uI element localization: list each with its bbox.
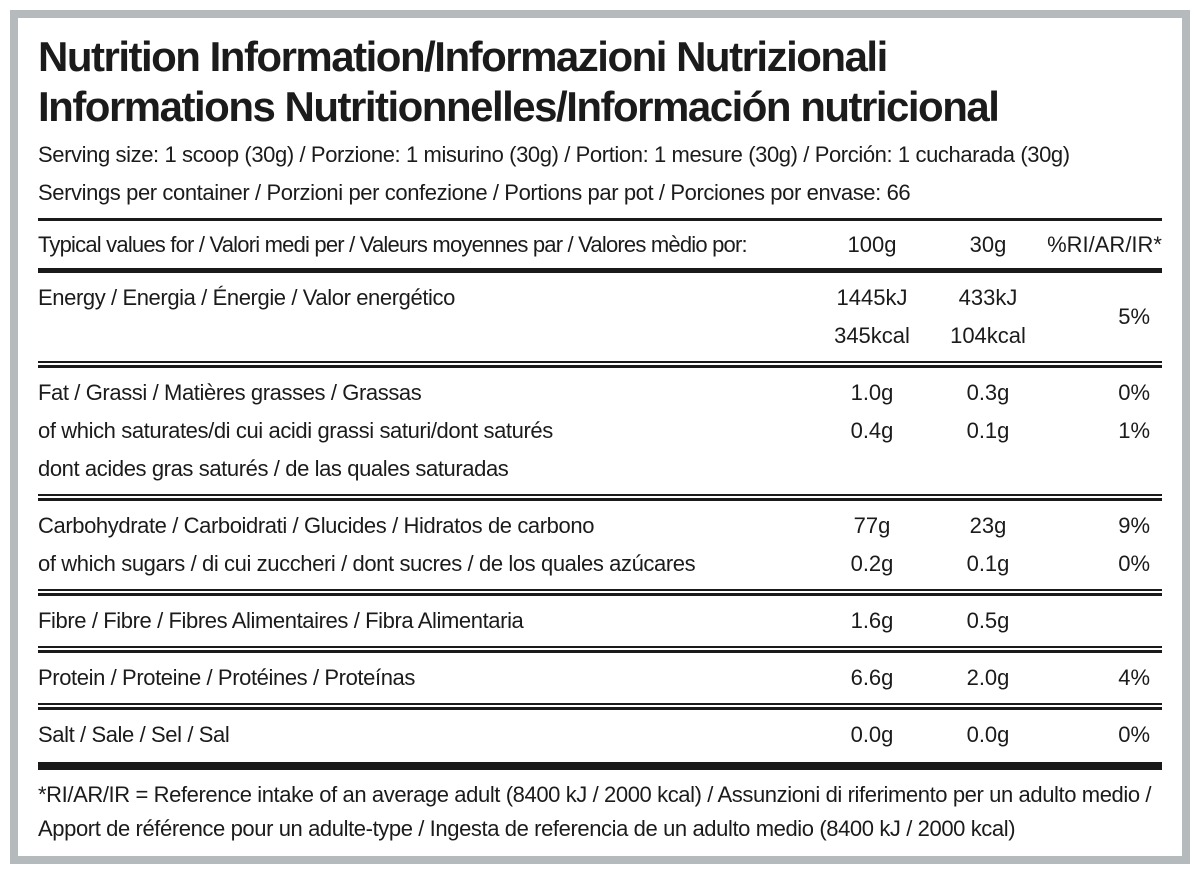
serving-size-text: Serving size: 1 scoop (30g) / Porzione: … bbox=[38, 142, 1070, 167]
energy-values-30g: 433kJ 104kcal bbox=[932, 279, 1044, 355]
sugars-row-label: of which sugars / di cui zuccheri / dont… bbox=[38, 551, 696, 576]
energy-100g-kj: 1445kJ bbox=[836, 285, 908, 310]
protein-row-label: Protein / Proteine / Protéines / Proteín… bbox=[38, 665, 415, 690]
carbohydrate-30g-value: 23g bbox=[969, 513, 1007, 538]
protein-100g-value: 6.6g bbox=[850, 665, 894, 690]
salt-row-label: Salt / Sale / Sel / Sal bbox=[38, 722, 230, 747]
salt-100g-value: 0.0g bbox=[850, 722, 894, 747]
label-title: Nutrition Information/Informazioni Nutri… bbox=[38, 32, 1162, 132]
fat-ri-value: 0% bbox=[1118, 380, 1150, 405]
saturates-30g-value: 0.1g bbox=[966, 418, 1010, 443]
energy-30g-kcal: 104kcal bbox=[950, 323, 1026, 348]
divider-after-header bbox=[38, 268, 1162, 273]
title-line-1: Nutrition Information/Informazioni Nutri… bbox=[38, 33, 888, 80]
energy-100g-kcal: 345kcal bbox=[834, 323, 910, 348]
title-line-2: Informations Nutritionnelles/Información… bbox=[38, 83, 1000, 130]
nutrition-label: Nutrition Information/Informazioni Nutri… bbox=[10, 10, 1190, 864]
fat-100g-value: 1.0g bbox=[850, 380, 894, 405]
header-col-30g: 30g bbox=[969, 232, 1007, 257]
protein-line: Protein / Proteine / Protéines / Proteín… bbox=[38, 659, 1162, 697]
carbohydrate-100g-value: 77g bbox=[853, 513, 891, 538]
protein-ri-value: 4% bbox=[1118, 665, 1150, 690]
energy-row-label: Energy / Energia / Énergie / Valor energ… bbox=[38, 285, 455, 310]
table-row-fibre: Fibre / Fibre / Fibres Alimentaires / Fi… bbox=[38, 596, 1162, 646]
divider-before-footnote bbox=[38, 762, 1162, 770]
energy-values-100g: 1445kJ 345kcal bbox=[812, 279, 932, 355]
divider-after-fat bbox=[38, 494, 1162, 501]
table-row-carbohydrate: Carbohydrate / Carboidrati / Glucides / … bbox=[38, 501, 1162, 589]
saturates-row-label: of which saturates/di cui acidi grassi s… bbox=[38, 418, 553, 443]
fibre-row-label: Fibre / Fibre / Fibres Alimentaires / Fi… bbox=[38, 608, 524, 633]
divider-after-fibre bbox=[38, 646, 1162, 653]
divider-after-servings bbox=[38, 218, 1162, 221]
fat-line-2: of which saturates/di cui acidi grassi s… bbox=[38, 412, 1162, 450]
sugars-100g-value: 0.2g bbox=[850, 551, 894, 576]
table-row-fat: Fat / Grassi / Matières grasses / Grassa… bbox=[38, 368, 1162, 494]
fat-30g-value: 0.3g bbox=[966, 380, 1010, 405]
saturates-ri-value: 1% bbox=[1118, 418, 1150, 443]
table-row-protein: Protein / Proteine / Protéines / Proteín… bbox=[38, 653, 1162, 703]
carbohydrate-line-2: of which sugars / di cui zuccheri / dont… bbox=[38, 545, 1162, 583]
divider-after-energy bbox=[38, 361, 1162, 368]
header-col-ri: %RI/AR/IR* bbox=[1047, 232, 1162, 257]
sugars-ri-value: 0% bbox=[1118, 551, 1150, 576]
header-col-100g: 100g bbox=[847, 232, 897, 257]
salt-line: Salt / Sale / Sel / Sal 0.0g 0.0g 0% bbox=[38, 716, 1162, 754]
salt-ri-value: 0% bbox=[1118, 722, 1150, 747]
carbohydrate-ri-value: 9% bbox=[1118, 513, 1150, 538]
table-header-row: Typical values for / Valori medi per / V… bbox=[38, 221, 1162, 268]
fat-row-label: Fat / Grassi / Matières grasses / Grassa… bbox=[38, 380, 422, 405]
fibre-30g-value: 0.5g bbox=[966, 608, 1010, 633]
table-row-energy: Energy / Energia / Énergie / Valor energ… bbox=[38, 273, 1162, 361]
divider-after-protein bbox=[38, 703, 1162, 710]
salt-30g-value: 0.0g bbox=[966, 722, 1010, 747]
fat-line-3: dont acides gras saturés / de las quales… bbox=[38, 450, 1162, 488]
saturates-100g-value: 0.4g bbox=[850, 418, 894, 443]
protein-30g-value: 2.0g bbox=[966, 665, 1010, 690]
sugars-30g-value: 0.1g bbox=[966, 551, 1010, 576]
energy-30g-kj: 433kJ bbox=[958, 285, 1018, 310]
carbohydrate-row-label: Carbohydrate / Carboidrati / Glucides / … bbox=[38, 513, 595, 538]
fibre-line: Fibre / Fibre / Fibres Alimentaires / Fi… bbox=[38, 602, 1162, 640]
fibre-100g-value: 1.6g bbox=[850, 608, 894, 633]
reference-intake-footnote: *RI/AR/IR = Reference intake of an avera… bbox=[38, 782, 1152, 841]
saturates-row-label-cont: dont acides gras saturés / de las quales… bbox=[38, 456, 509, 481]
carbohydrate-line-1: Carbohydrate / Carboidrati / Glucides / … bbox=[38, 507, 1162, 545]
header-typical-values-label: Typical values for / Valori medi per / V… bbox=[38, 232, 748, 257]
table-row-salt: Salt / Sale / Sel / Sal 0.0g 0.0g 0% bbox=[38, 710, 1162, 760]
divider-after-carbohydrate bbox=[38, 589, 1162, 596]
energy-ri-value: 5% bbox=[1118, 304, 1150, 329]
servings-per-container-text: Servings per container / Porzioni per co… bbox=[38, 180, 911, 205]
fat-line-1: Fat / Grassi / Matières grasses / Grassa… bbox=[38, 374, 1162, 412]
